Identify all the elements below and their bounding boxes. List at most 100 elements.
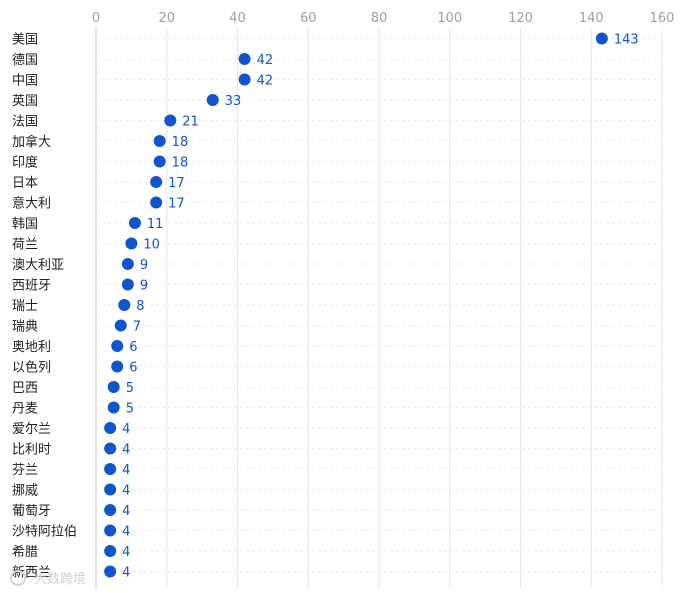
category-label: 意大利: [12, 196, 51, 212]
x-tick-label: 80: [371, 11, 388, 26]
category-label: 巴西: [12, 381, 38, 396]
data-point: [238, 73, 251, 86]
data-label: 9: [140, 279, 148, 294]
x-tick-label: 0: [92, 11, 100, 26]
category-labels: 美国德国中国英国法国加拿大印度日本意大利韩国荷兰澳大利亚西班牙瑞士瑞典奥地利以色…: [12, 33, 77, 581]
data-point: [114, 319, 127, 332]
data-points: [104, 32, 608, 578]
data-point: [104, 442, 117, 455]
category-label: 英国: [12, 94, 38, 109]
row-lines: [96, 38, 668, 572]
data-label: 17: [168, 176, 185, 191]
data-label: 10: [143, 238, 160, 253]
category-label: 美国: [12, 33, 38, 48]
data-point: [104, 504, 117, 516]
category-label: 希腊: [12, 545, 38, 560]
data-point: [153, 155, 166, 168]
data-label: 18: [172, 156, 189, 171]
category-label: 挪威: [12, 484, 38, 499]
x-tick-label: 40: [229, 11, 246, 26]
data-label: 21: [182, 115, 199, 130]
x-tick-label: 160: [650, 11, 675, 26]
category-label: 比利时: [12, 443, 51, 458]
category-label: 丹麦: [12, 402, 38, 417]
category-label: 瑞典: [12, 320, 38, 335]
category-label: 以色列: [12, 360, 51, 376]
x-tick-label: 140: [579, 11, 604, 26]
data-label: 4: [122, 504, 130, 519]
data-point: [150, 196, 163, 209]
data-label: 5: [126, 381, 134, 396]
data-label: 4: [122, 484, 130, 499]
data-label: 4: [122, 545, 130, 560]
data-point: [128, 217, 141, 229]
data-point: [238, 53, 251, 65]
data-point: [164, 114, 177, 127]
category-label: 爱尔兰: [12, 422, 51, 437]
watermark: 大数跨境: [10, 570, 86, 587]
category-label: 韩国: [12, 217, 38, 232]
data-point: [104, 565, 117, 578]
data-label: 4: [122, 525, 130, 540]
data-point: [104, 422, 117, 434]
data-point: [104, 483, 117, 496]
category-label: 荷兰: [12, 238, 38, 253]
category-label: 中国: [12, 74, 38, 89]
data-label: 6: [129, 340, 137, 355]
category-label: 日本: [12, 176, 38, 191]
category-label: 印度: [12, 155, 38, 171]
category-label: 芬兰: [12, 463, 38, 478]
data-point: [107, 381, 120, 393]
data-label: 4: [122, 566, 130, 581]
data-label: 143: [614, 33, 639, 48]
data-point: [111, 360, 124, 373]
data-point: [153, 135, 166, 147]
data-label: 18: [172, 135, 189, 150]
data-label: 4: [122, 463, 130, 478]
category-label: 法国: [12, 115, 38, 130]
category-label: 沙特阿拉伯: [12, 525, 77, 540]
data-label: 42: [257, 74, 274, 89]
data-labels: 143 42 42 33 21 18 18 17 17 11 10 9 9 8 7 6 6 5 5 4 4 4 4 4 4 4 4: [122, 33, 639, 581]
category-label: 澳大利亚: [12, 257, 64, 273]
x-tick-label: 60: [300, 11, 317, 26]
data-label: 5: [126, 402, 134, 417]
data-label: 17: [168, 197, 185, 212]
category-label: 瑞士: [12, 299, 38, 314]
x-tick-label: 100: [437, 11, 462, 26]
data-label: 9: [140, 258, 148, 273]
data-label: 33: [225, 94, 242, 109]
data-point: [107, 401, 120, 414]
data-point: [111, 340, 124, 352]
data-label: 7: [133, 320, 141, 335]
watermark-logo-icon: [10, 570, 26, 586]
grid-lines: [95, 28, 663, 588]
data-point: [118, 299, 131, 311]
category-label: 奥地利: [12, 340, 51, 355]
data-point: [104, 524, 117, 537]
watermark-text: 大数跨境: [34, 572, 86, 587]
x-tick-label: 20: [158, 11, 175, 26]
category-label: 德国: [12, 53, 38, 68]
data-point: [104, 545, 117, 557]
data-label: 4: [122, 443, 130, 458]
x-tick-label: 120: [508, 11, 533, 26]
data-point: [121, 258, 134, 270]
data-label: 8: [136, 299, 144, 314]
data-point: [121, 278, 134, 291]
category-label: 葡萄牙: [12, 504, 51, 519]
data-point: [595, 32, 608, 45]
x-axis-ticks: 0 20 40 60 80 100 120 140 160: [92, 11, 675, 26]
data-label: 11: [147, 217, 164, 232]
data-point: [206, 94, 219, 106]
data-label: 6: [129, 361, 137, 376]
data-point: [150, 176, 163, 188]
data-point: [104, 463, 117, 475]
data-point: [125, 237, 138, 250]
data-label: 42: [257, 53, 274, 68]
data-label: 4: [122, 422, 130, 437]
category-label: 加拿大: [12, 134, 51, 150]
category-label: 西班牙: [12, 279, 51, 294]
category-label: 新西兰: [12, 565, 51, 581]
